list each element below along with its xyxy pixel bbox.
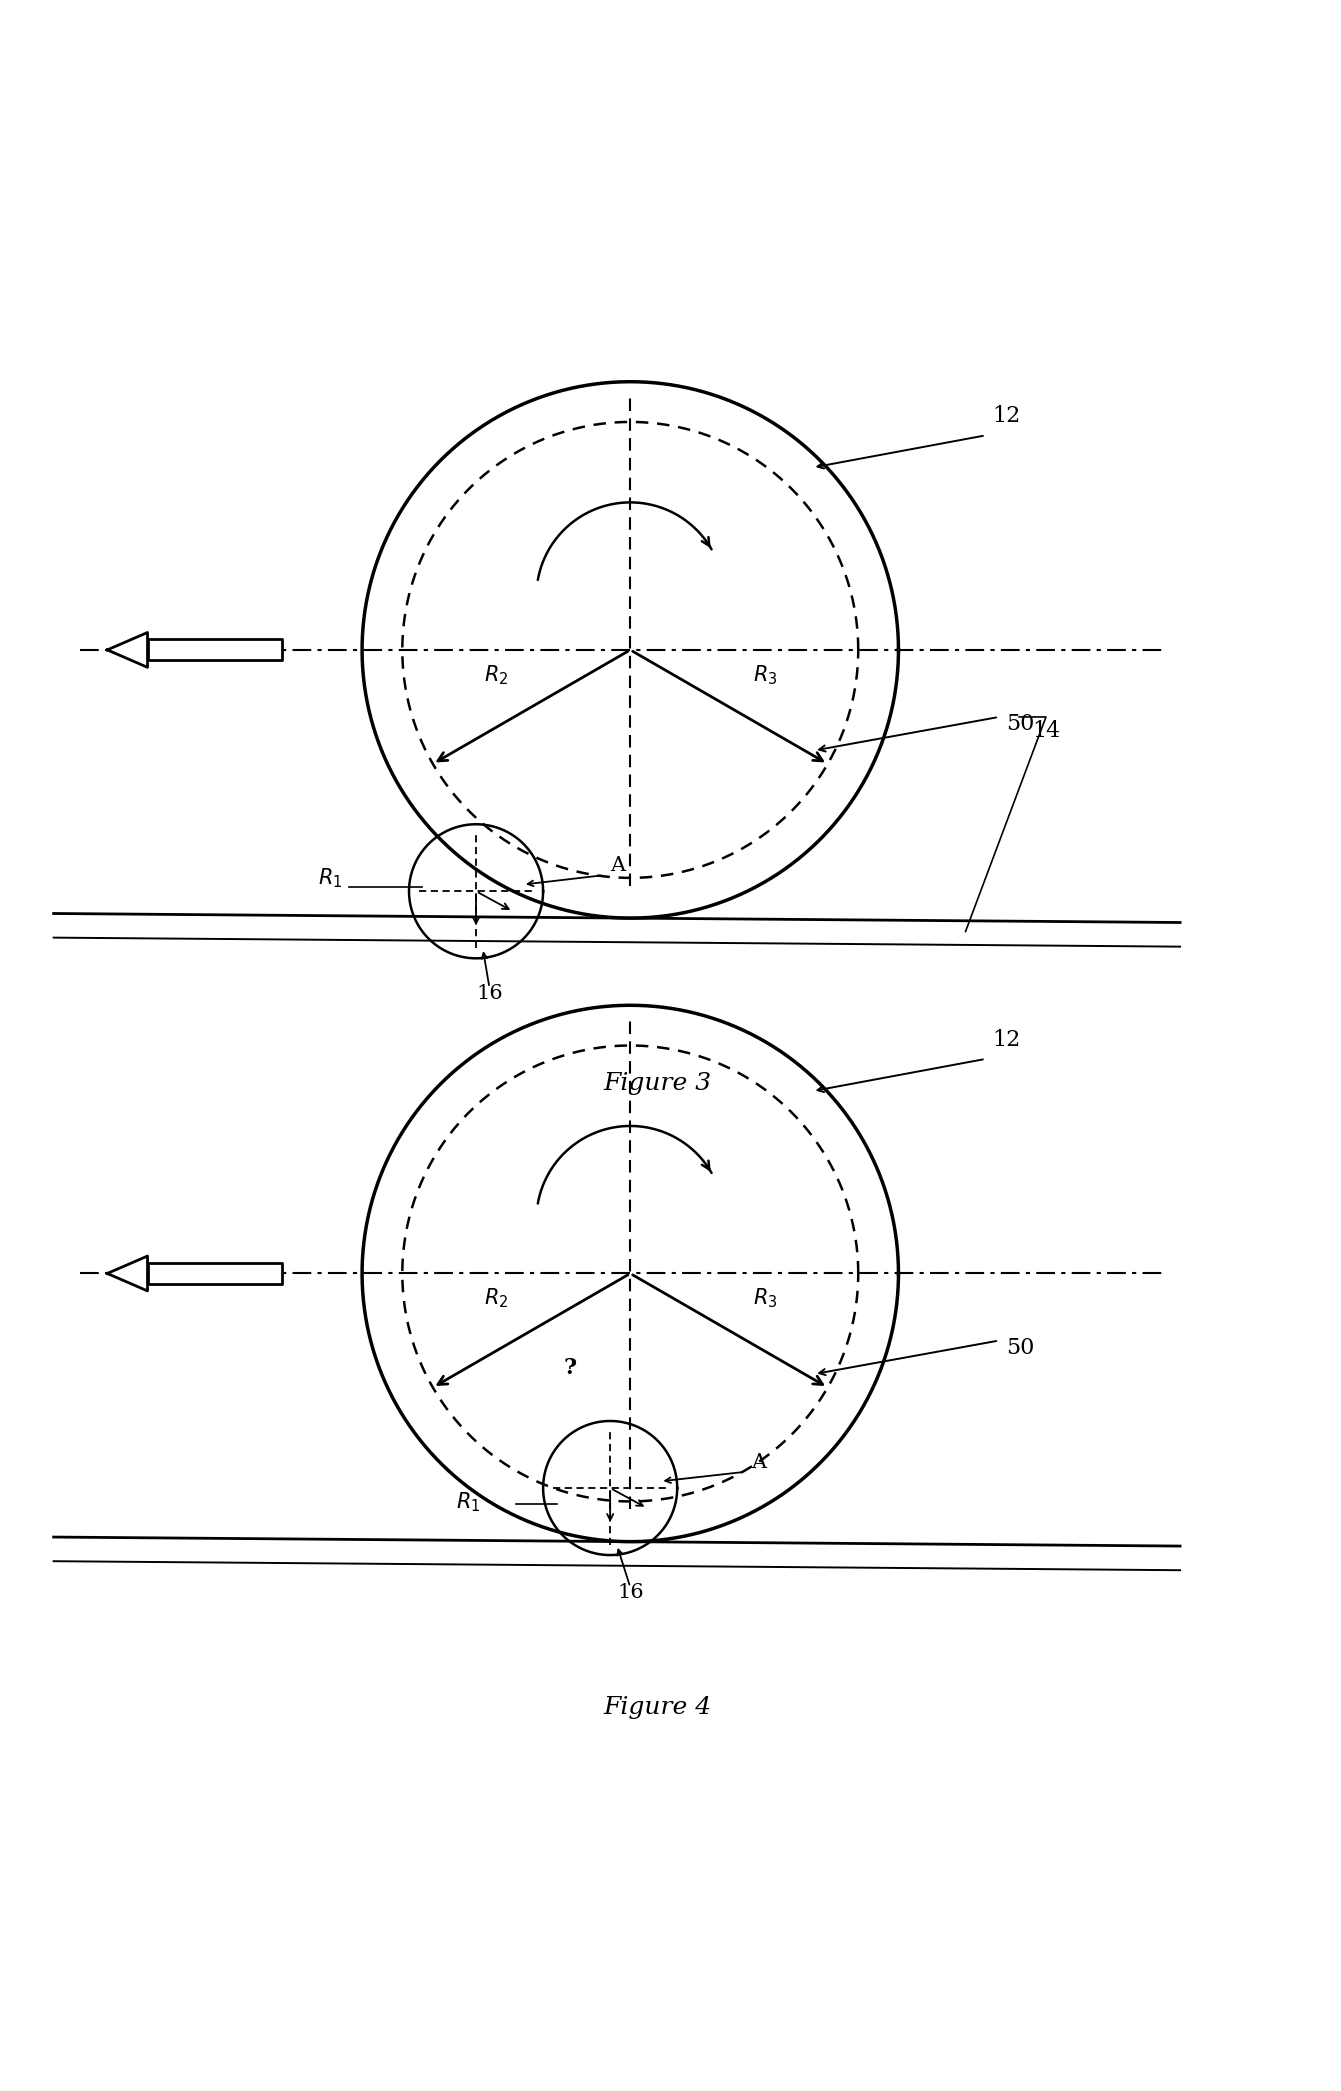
Text: 50: 50	[1006, 713, 1034, 736]
Text: $R_2$: $R_2$	[484, 663, 508, 686]
Text: 14: 14	[1033, 719, 1061, 742]
Text: Figure 3: Figure 3	[603, 1073, 711, 1096]
Polygon shape	[107, 1257, 148, 1290]
Text: 16: 16	[617, 1583, 644, 1602]
Text: $R_3$: $R_3$	[752, 1286, 778, 1311]
Polygon shape	[148, 1263, 282, 1284]
Text: $R_1$: $R_1$	[456, 1491, 480, 1514]
Text: $R_3$: $R_3$	[752, 663, 778, 686]
Text: 12: 12	[992, 1029, 1021, 1050]
Polygon shape	[148, 640, 282, 661]
Text: 12: 12	[992, 406, 1021, 427]
Text: ?: ?	[563, 1357, 577, 1380]
Text: A: A	[610, 855, 625, 876]
Text: $R_2$: $R_2$	[484, 1286, 508, 1311]
Text: 50: 50	[1006, 1336, 1034, 1359]
Text: 16: 16	[476, 983, 503, 1002]
Polygon shape	[107, 631, 148, 667]
Text: $R_1$: $R_1$	[318, 866, 342, 891]
Text: A: A	[751, 1453, 766, 1472]
Text: Figure 4: Figure 4	[603, 1696, 711, 1719]
